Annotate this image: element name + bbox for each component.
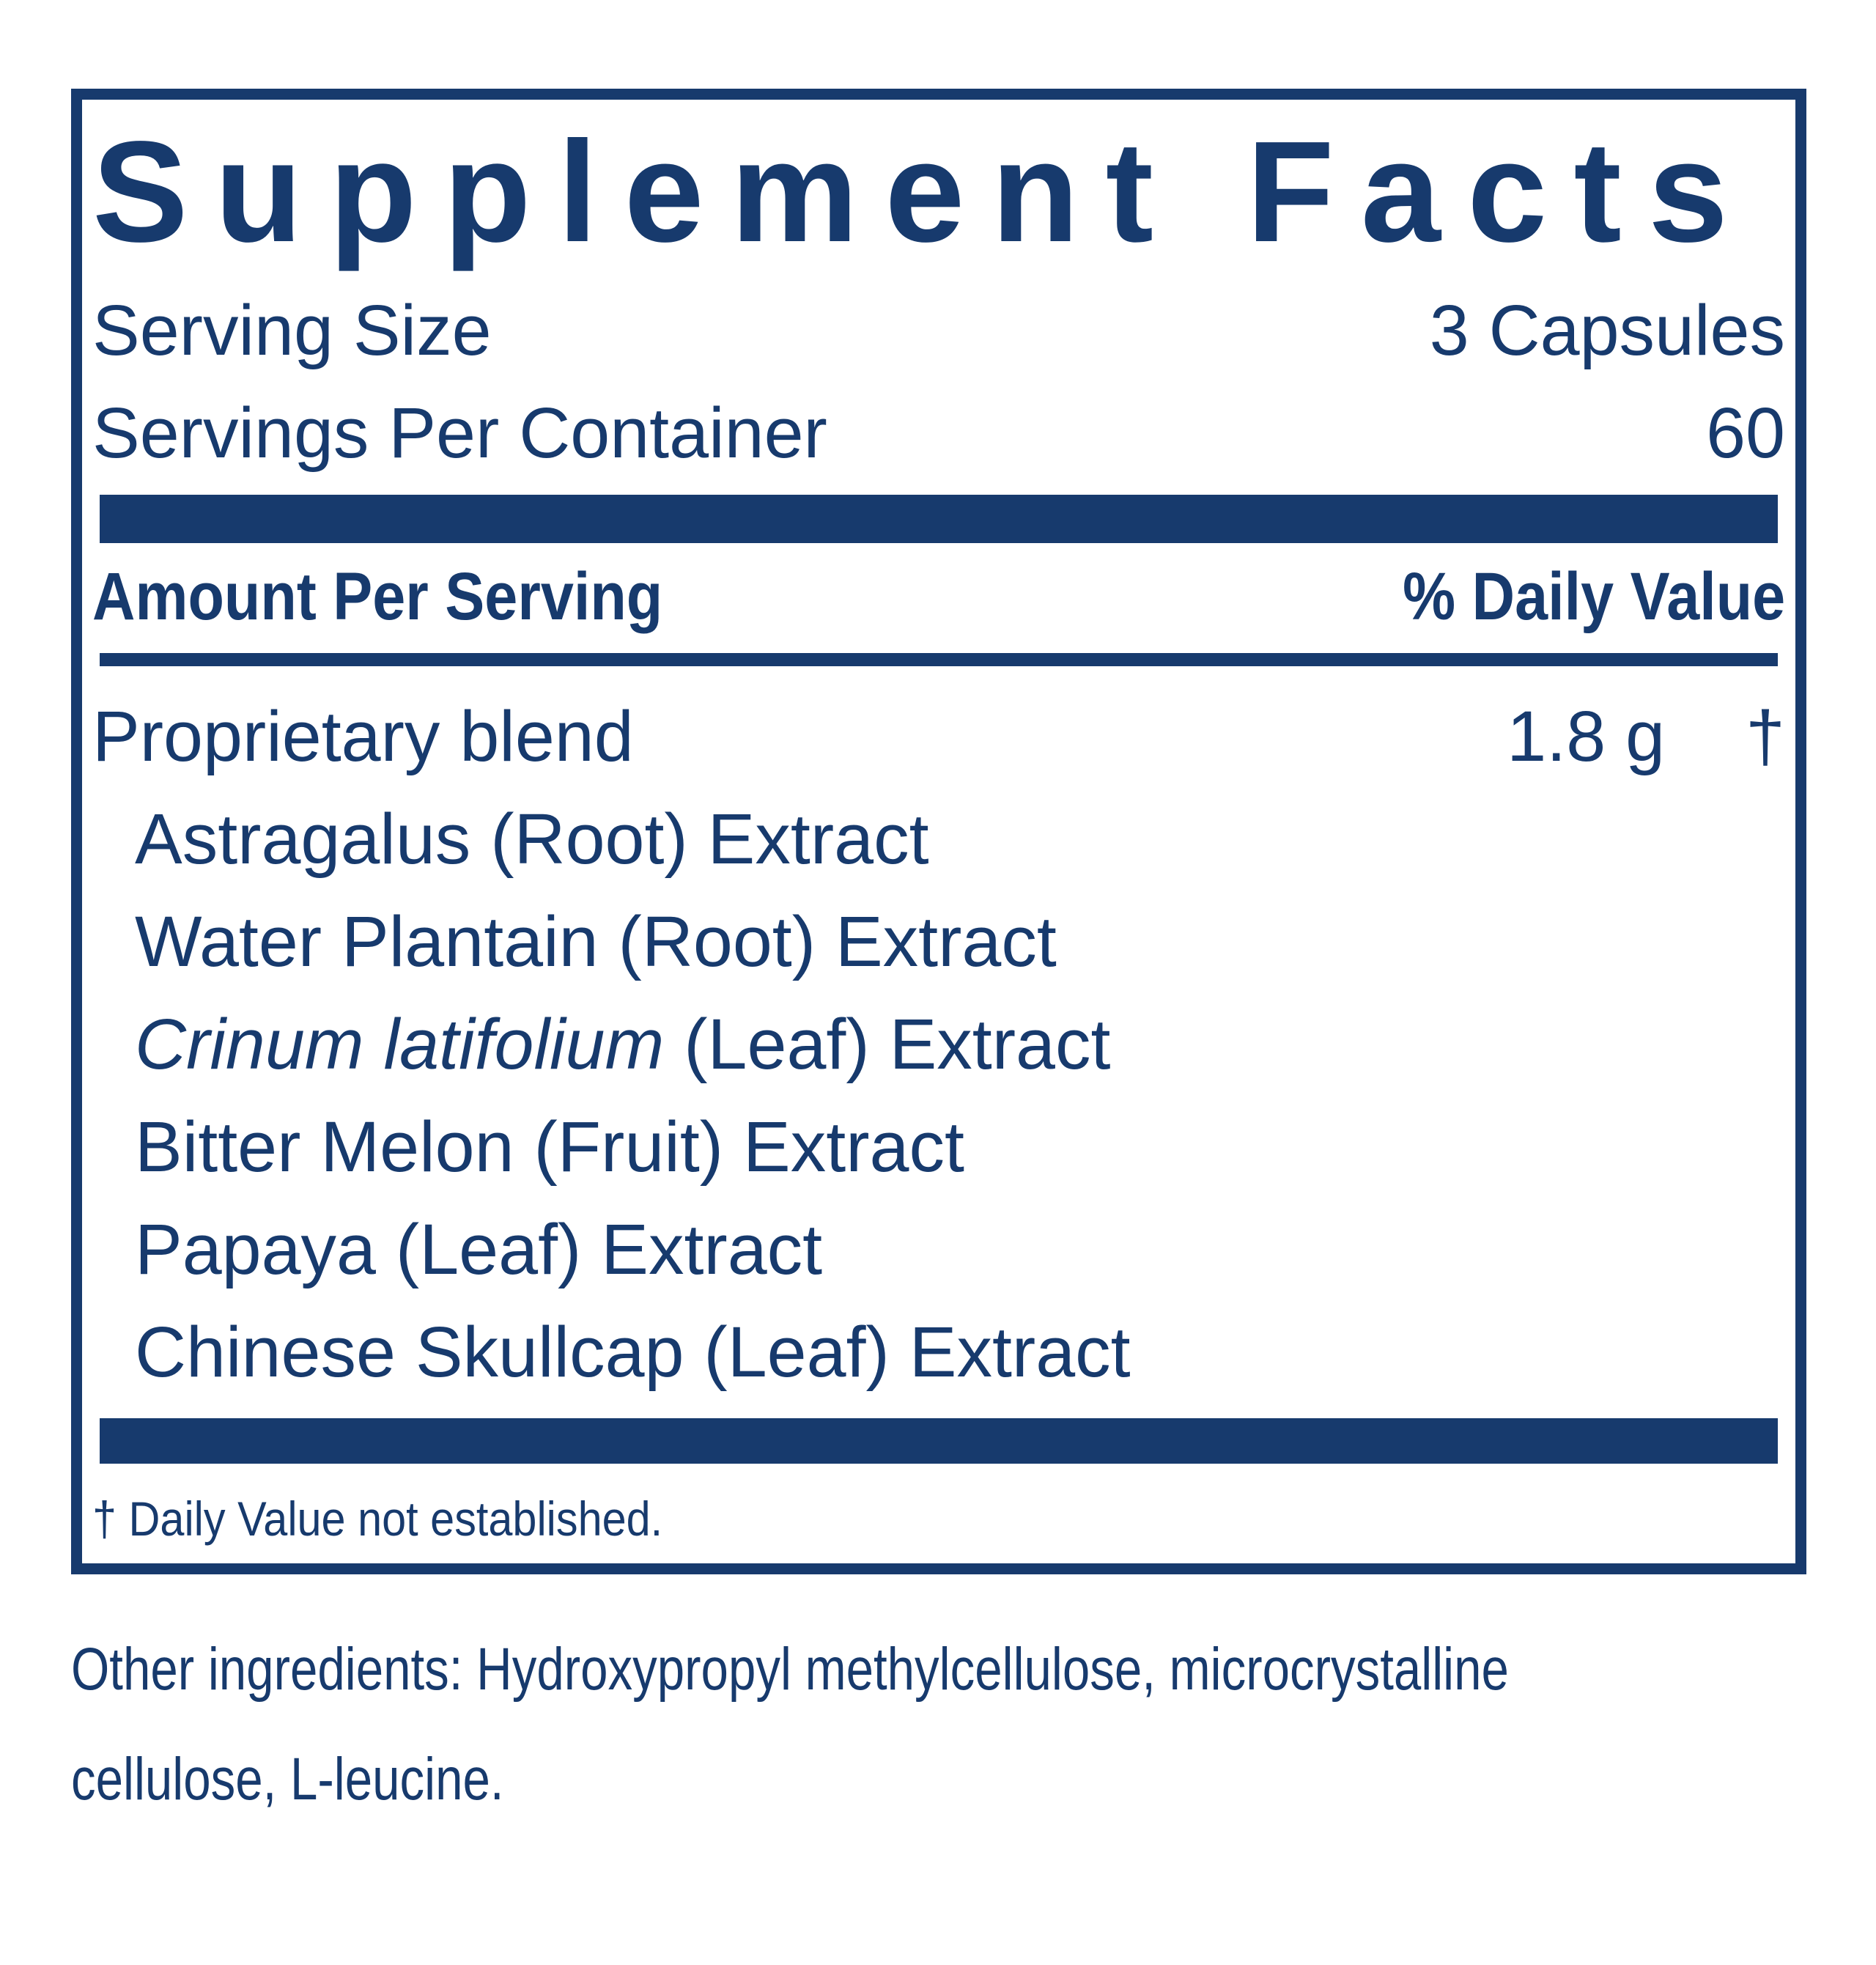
separator-bar-thin bbox=[100, 653, 1778, 667]
blend-values: 1.8 g † bbox=[1507, 685, 1785, 788]
blend-component-row: Water Plantain (Root) Extract bbox=[92, 891, 1785, 993]
separator-bar-thick-bottom bbox=[100, 1418, 1778, 1464]
supplement-facts-panel: Supplement Facts Serving Size 3 Capsules… bbox=[71, 89, 1806, 1574]
blend-component-text: Chinese Skullcap (Leaf) Extract bbox=[135, 1312, 1131, 1393]
blend-component-row: Papaya (Leaf) Extract bbox=[92, 1198, 1785, 1301]
daily-value-header: % Daily Value bbox=[1402, 559, 1785, 635]
other-ingredients-line: cellulose, L-leucine. bbox=[71, 1746, 504, 1813]
blend-components-list: Astragalus (Root) Extract Water Plantain… bbox=[92, 788, 1785, 1404]
blend-component-row: Chinese Skullcap (Leaf) Extract bbox=[92, 1301, 1785, 1404]
blend-component-text: Water Plantain (Root) Extract bbox=[135, 902, 1057, 982]
other-ingredients-line: Other ingredients: Hydroxypropyl methylc… bbox=[71, 1636, 1509, 1703]
servings-per-container-value: 60 bbox=[1706, 393, 1785, 473]
blend-name: Proprietary blend bbox=[92, 696, 634, 777]
column-header-row: Amount Per Serving % Daily Value bbox=[92, 550, 1785, 643]
blend-component-latin: Crinum latifolium bbox=[135, 1004, 665, 1085]
other-ingredients-text: Other ingredients: Hydroxypropyl methylc… bbox=[71, 1615, 1551, 1835]
blend-component-row: Bitter Melon (Fruit) Extract bbox=[92, 1096, 1785, 1198]
blend-component-text: Astragalus (Root) Extract bbox=[135, 799, 929, 880]
blend-component-text: (Leaf) Extract bbox=[664, 1004, 1111, 1085]
blend-component-row: Astragalus (Root) Extract bbox=[92, 788, 1785, 891]
blend-daily-value-dagger: † bbox=[1746, 696, 1785, 777]
serving-size-row: Serving Size 3 Capsules bbox=[92, 279, 1785, 382]
serving-size-value: 3 Capsules bbox=[1429, 290, 1785, 371]
blend-component-text: Bitter Melon (Fruit) Extract bbox=[135, 1107, 964, 1187]
blend-amount: 1.8 g bbox=[1507, 696, 1666, 777]
serving-size-label: Serving Size bbox=[92, 290, 492, 371]
servings-per-container-row: Servings Per Container 60 bbox=[92, 382, 1785, 484]
amount-per-serving-header: Amount Per Serving bbox=[92, 559, 663, 635]
blend-component-text: Papaya (Leaf) Extract bbox=[135, 1209, 823, 1290]
panel-title: Supplement Facts bbox=[92, 111, 1755, 272]
proprietary-blend-row: Proprietary blend 1.8 g † bbox=[92, 685, 1785, 788]
blend-component-row: Crinum latifolium (Leaf) Extract bbox=[92, 993, 1785, 1096]
separator-bar-thick-top bbox=[100, 495, 1778, 544]
servings-per-container-label: Servings Per Container bbox=[92, 393, 827, 473]
daily-value-footnote: † Daily Value not established. bbox=[92, 1492, 663, 1546]
